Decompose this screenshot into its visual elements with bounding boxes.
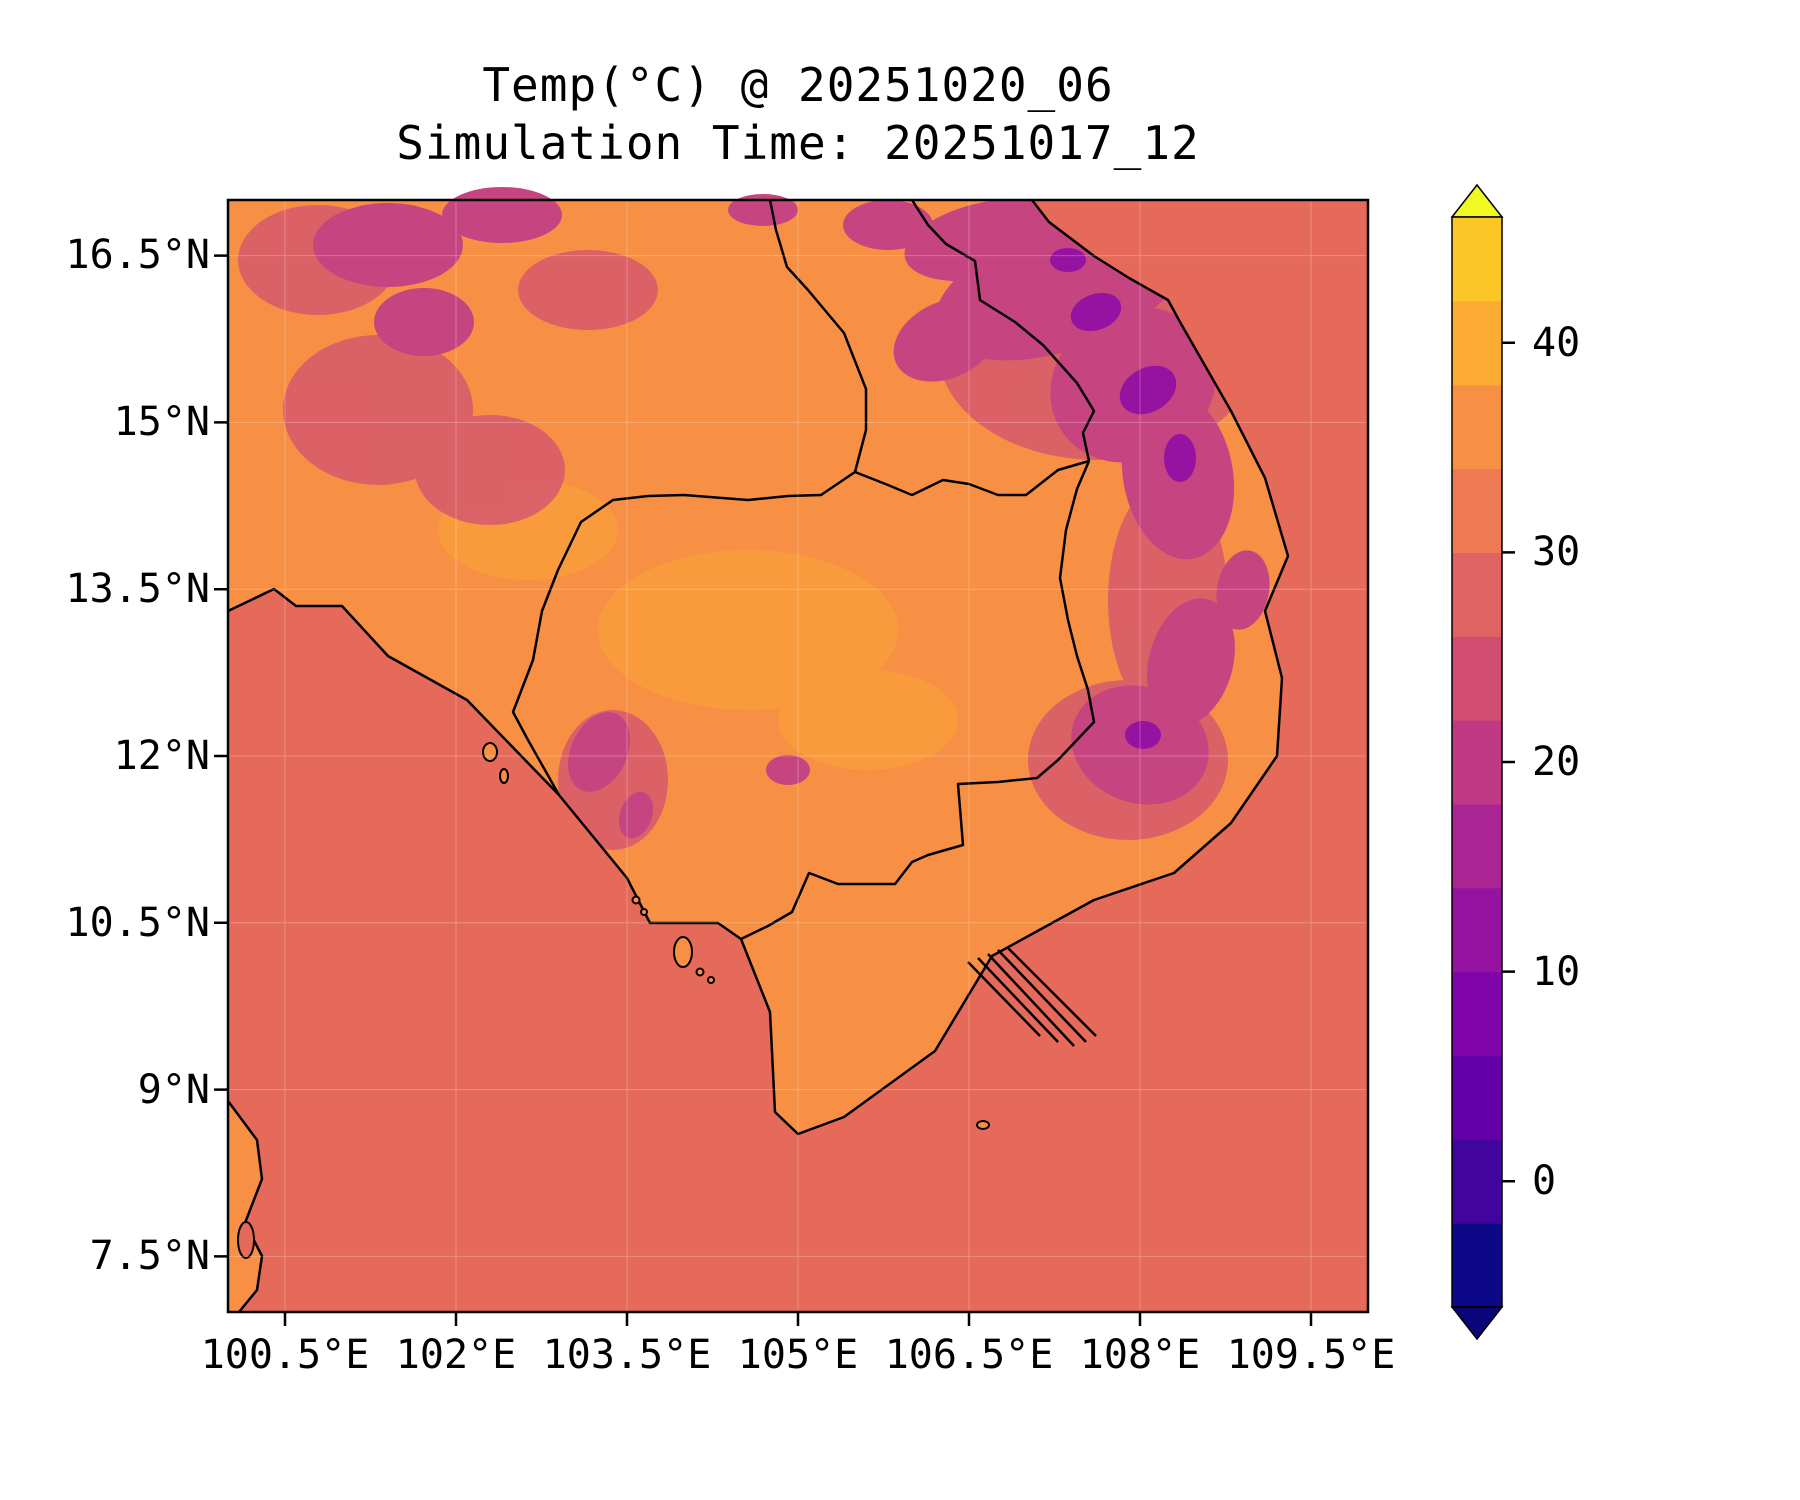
x-tick-label: 109.5°E (1201, 1330, 1421, 1380)
colorbar-tick-label: 0 (1532, 1156, 1652, 1206)
colorbar-bands (1452, 217, 1502, 1308)
y-tick-label: 9°N (20, 1065, 210, 1115)
colorbar-extend-min (1452, 1307, 1502, 1339)
figure-subtitle: Simulation Time: 20251017_12 (248, 116, 1348, 170)
y-tick-label: 10.5°N (20, 898, 210, 948)
y-tick-label: 7.5°N (20, 1231, 210, 1281)
y-tick-label: 12°N (20, 731, 210, 781)
y-tick-label: 13.5°N (20, 564, 210, 614)
figure-title: Temp(°C) @ 20251020_06 (248, 58, 1348, 112)
colorbar-tick-label: 10 (1532, 947, 1652, 997)
lagoon-outline (238, 1222, 254, 1258)
colorbar (1452, 185, 1522, 1339)
y-tick-label: 15°N (20, 397, 210, 447)
colorbar-tick-marks (1502, 343, 1515, 1181)
colorbar-tick-label: 20 (1532, 737, 1652, 787)
colorbar-tick-label: 30 (1532, 527, 1652, 577)
colorbar-extend-max (1452, 185, 1502, 217)
map-plot-area (228, 200, 1368, 1312)
y-tick-label: 16.5°N (20, 230, 210, 280)
colorbar-tick-label: 40 (1532, 318, 1652, 368)
